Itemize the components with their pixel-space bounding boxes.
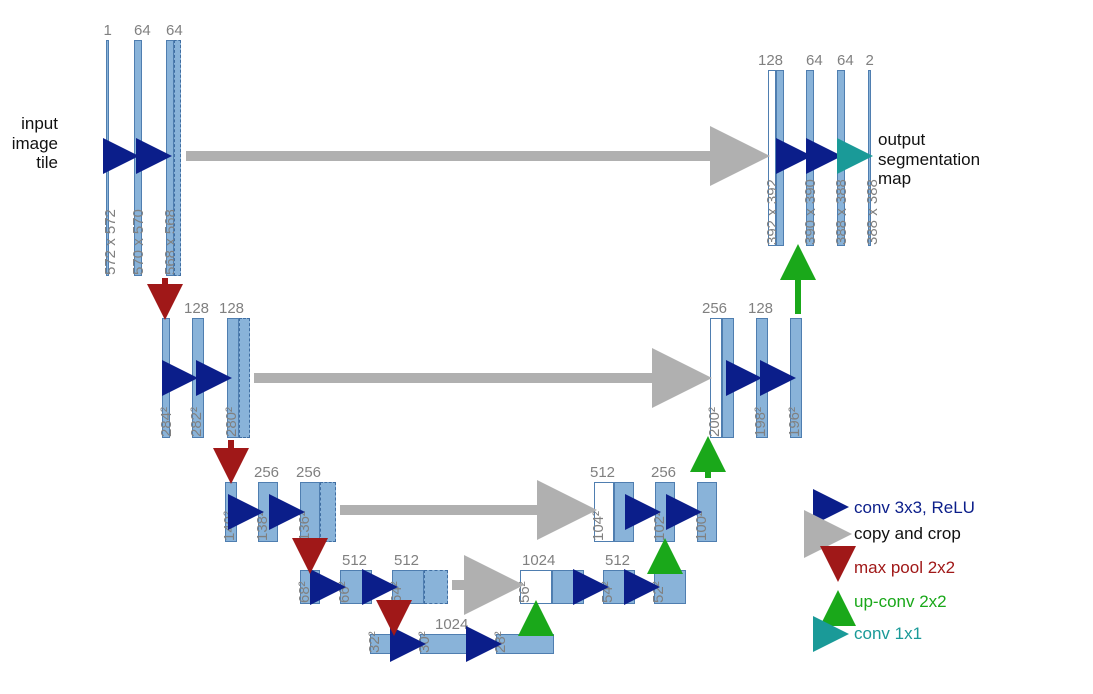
channel-label-d2-b1: 256: [651, 464, 676, 481]
legend-conv-arrow: [821, 499, 849, 515]
input-label: inputimagetile: [12, 114, 58, 173]
pool-arrow: [386, 606, 402, 636]
conv-arrow: [584, 579, 609, 595]
legend-pool-label: max pool 2x2: [854, 558, 955, 578]
legend-copy-arrow: [808, 526, 850, 542]
channel-label-e0-b2: 64: [166, 22, 183, 39]
channel-label-d2-h: 512: [590, 464, 615, 481]
pool-arrow: [157, 278, 173, 320]
size-label-e3-b0: 68²: [296, 581, 313, 603]
conv-arrow: [634, 504, 661, 520]
copy-arrow: [340, 502, 593, 518]
channel-label-d1-b1: 128: [748, 300, 773, 317]
conv-arrow: [142, 148, 172, 164]
feature-map-d3-a: [552, 570, 584, 604]
feature-map-d1-a: [722, 318, 734, 438]
feature-map-e1-b2d: [239, 318, 250, 438]
conv-arrow: [814, 148, 842, 164]
pool-arrow: [223, 440, 239, 484]
output-label: outputsegmentationmap: [878, 130, 980, 189]
upconv-arrow: [790, 244, 806, 314]
conv-arrow: [109, 148, 139, 164]
copy-arrow: [254, 370, 708, 386]
size-label-e1-b1: 282²: [188, 407, 205, 437]
conv-arrow: [402, 636, 426, 652]
channel-label-d0-h: 128: [758, 52, 783, 69]
size-label-d0-b1: 390 x 390: [802, 179, 819, 245]
conv-arrow: [734, 370, 762, 386]
feature-map-d0-a: [776, 70, 784, 246]
upconv-arrow: [657, 538, 673, 566]
upconv-arrow: [528, 600, 544, 630]
channel-label-e3-b1: 512: [342, 552, 367, 569]
size-label-d0-out: 388 x 388: [864, 179, 881, 245]
legend-conv1x1-arrow: [821, 626, 849, 642]
upconv-arrow: [700, 436, 716, 478]
channel-label-d0-b2: 64: [837, 52, 854, 69]
channel-label-d3-h: 1024: [522, 552, 555, 569]
size-label-e2-b0: 140²: [221, 511, 238, 541]
size-label-d0-b2: 388 x 388: [833, 179, 850, 245]
channel-label-e3-b2: 512: [394, 552, 419, 569]
conv-arrow: [784, 148, 812, 164]
feature-map-e2-b2d: [320, 482, 336, 542]
channel-label-e2-b2: 256: [296, 464, 321, 481]
legend-pool-arrow: [830, 556, 846, 582]
conv-arrow: [320, 579, 346, 595]
conv-arrow: [675, 504, 702, 520]
channel-label-e0-b0: 1: [104, 22, 112, 39]
channel-label-d3-b1: 512: [605, 552, 630, 569]
channel-label-b-b1: 1024: [435, 616, 468, 633]
size-label-d1-h: 200²: [706, 407, 723, 437]
size-label-e0-b0: 572 x 572: [102, 209, 119, 275]
feature-map-e0-b2d: [174, 40, 181, 276]
feature-map-d2-a: [614, 482, 634, 542]
pool-arrow: [302, 544, 318, 574]
conv-arrow: [237, 504, 264, 520]
size-label-e0-b1: 570 x 570: [130, 209, 147, 275]
conv-arrow: [478, 636, 502, 652]
conv-arrow: [635, 579, 660, 595]
legend-upconv-label: up-conv 2x2: [854, 592, 947, 612]
size-label-e1-b2: 280²: [223, 407, 240, 437]
legend-conv-label: conv 3x3, ReLU: [854, 498, 975, 518]
conv-arrow: [278, 504, 305, 520]
channel-label-d0-b1: 64: [806, 52, 823, 69]
copy-arrow: [186, 148, 766, 164]
conv-arrow: [170, 370, 198, 386]
conv-arrow: [204, 370, 232, 386]
conv-arrow: [768, 370, 796, 386]
conv-arrow: [372, 579, 398, 595]
legend-upconv-arrow: [830, 590, 846, 616]
feature-map-e3-b2d: [424, 570, 448, 604]
channel-label-e1-b1: 128: [184, 300, 209, 317]
size-label-d1-b2: 196²: [786, 407, 803, 437]
legend-copy-label: copy and crop: [854, 524, 961, 544]
size-label-b-b0: 32²: [366, 631, 383, 653]
size-label-e1-b0: 284²: [158, 407, 175, 437]
size-label-d1-b1: 198²: [752, 407, 769, 437]
legend-conv1x1-label: conv 1x1: [854, 624, 922, 644]
channel-label-d1-h: 256: [702, 300, 727, 317]
channel-label-e0-b1: 64: [134, 22, 151, 39]
copy-arrow: [452, 577, 520, 593]
channel-label-e2-b1: 256: [254, 464, 279, 481]
channel-label-d0-out: 2: [866, 52, 874, 69]
channel-label-e1-b2: 128: [219, 300, 244, 317]
conv1x1-arrow: [845, 148, 873, 164]
